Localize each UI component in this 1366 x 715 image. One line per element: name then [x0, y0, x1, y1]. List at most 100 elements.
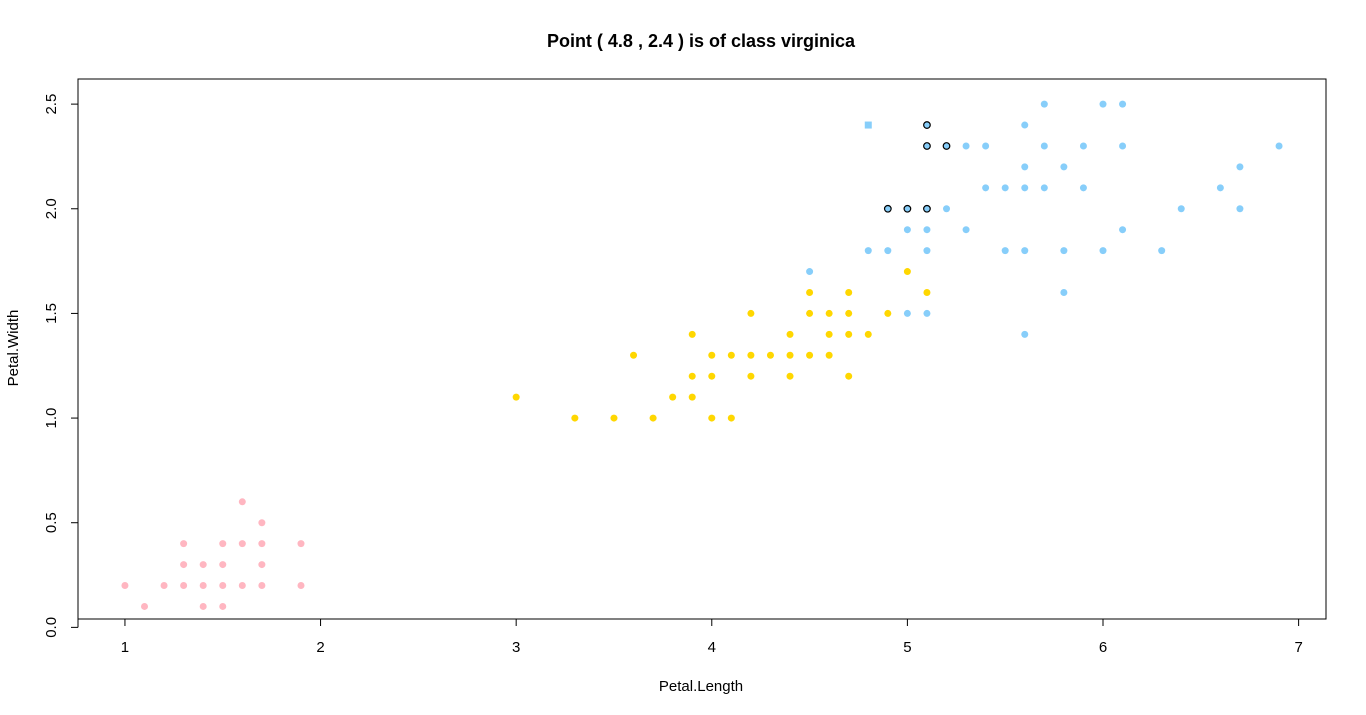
y-tick-label: 2.5: [43, 94, 60, 115]
data-point: [669, 393, 677, 401]
y-tick-label: 0.5: [43, 512, 60, 533]
x-tick-label: 7: [1294, 639, 1302, 656]
y-axis: 0.0 0.5 1.0 1.5 2.0 2.5: [43, 94, 79, 638]
data-point: [923, 309, 931, 317]
y-tick-label: 2.0: [43, 198, 60, 219]
data-point: [1099, 100, 1107, 108]
y-tick-label: 1.5: [43, 303, 60, 324]
data-point: [786, 330, 794, 338]
data-point: [982, 142, 990, 150]
data-point: [845, 372, 853, 380]
data-point: [1079, 184, 1087, 192]
x-axis: 1 2 3 4 5 6 7: [121, 618, 1303, 656]
data-point: [825, 351, 833, 359]
data-point: [943, 205, 951, 213]
data-point: [688, 330, 696, 338]
data-point: [258, 540, 266, 548]
data-point-outlined: [923, 142, 931, 150]
data-point: [903, 268, 911, 276]
data-point: [688, 393, 696, 401]
data-point: [630, 351, 638, 359]
data-point: [825, 309, 833, 317]
plot-frame: [77, 78, 1327, 620]
data-point: [1099, 247, 1107, 255]
data-point: [747, 309, 755, 317]
data-point: [1158, 247, 1166, 255]
data-point: [727, 414, 735, 422]
data-point: [845, 330, 853, 338]
data-point: [766, 351, 774, 359]
data-point: [806, 351, 814, 359]
x-axis-label: Petal.Length: [659, 678, 743, 695]
data-point: [1021, 247, 1029, 255]
data-point: [1040, 100, 1048, 108]
y-axis-label: Petal.Width: [5, 310, 22, 387]
data-point: [571, 414, 579, 422]
data-point: [923, 226, 931, 234]
y-tick-label: 1.0: [43, 408, 60, 429]
data-point: [1060, 163, 1068, 171]
data-point: [238, 540, 246, 548]
data-point: [864, 330, 872, 338]
x-tick-label: 2: [316, 639, 324, 656]
data-point: [864, 247, 872, 255]
data-point: [258, 582, 266, 590]
data-point: [884, 309, 892, 317]
data-point: [297, 582, 305, 590]
y-tick-label: 0.0: [43, 617, 60, 638]
data-point: [747, 351, 755, 359]
data-point-outlined: [923, 204, 931, 213]
data-point: [845, 288, 853, 296]
data-point: [199, 561, 207, 569]
data-point: [825, 330, 833, 338]
data-point: [688, 372, 696, 380]
data-point: [1001, 184, 1009, 192]
data-point: [923, 288, 931, 296]
data-point: [806, 309, 814, 317]
data-point: [1275, 142, 1283, 150]
data-point: [258, 519, 266, 527]
data-point: [297, 540, 305, 548]
x-tick-label: 4: [708, 639, 716, 656]
data-point: [1119, 142, 1127, 150]
data-point-outlined: [923, 121, 931, 129]
data-point: [747, 372, 755, 380]
data-point: [708, 372, 716, 380]
data-point: [1236, 205, 1244, 213]
data-point: [610, 414, 618, 422]
data-point: [786, 372, 794, 380]
data-point: [1040, 142, 1048, 150]
data-point: [806, 288, 814, 296]
data-point: [962, 226, 970, 234]
data-point: [1177, 205, 1185, 213]
x-tick-label: 1: [121, 639, 129, 656]
data-point: [180, 582, 188, 590]
data-point: [903, 309, 911, 317]
data-point-outlined: [883, 204, 892, 213]
data-point: [219, 540, 227, 548]
data-point-outlined: [942, 142, 951, 150]
data-point-square: [864, 121, 872, 129]
data-point: [1079, 142, 1087, 150]
data-point: [1021, 121, 1029, 129]
data-point: [180, 540, 188, 548]
data-point: [1040, 184, 1048, 192]
data-point: [512, 393, 520, 401]
data-point: [199, 582, 207, 590]
chart-title: Point ( 4.8 , 2.4 ) is of class virginic…: [547, 31, 856, 51]
x-tick-label: 3: [512, 639, 520, 656]
data-point: [199, 602, 207, 610]
data-point: [1021, 184, 1029, 192]
data-point: [238, 498, 246, 506]
data-point: [786, 351, 794, 359]
data-point: [649, 414, 657, 422]
data-point: [962, 142, 970, 150]
data-point: [1236, 163, 1244, 171]
data-point: [806, 268, 814, 276]
data-point: [141, 602, 149, 610]
data-point: [1021, 330, 1029, 338]
data-point: [238, 582, 246, 590]
data-point: [1119, 226, 1127, 234]
data-point: [923, 247, 931, 255]
data-point: [121, 582, 129, 590]
